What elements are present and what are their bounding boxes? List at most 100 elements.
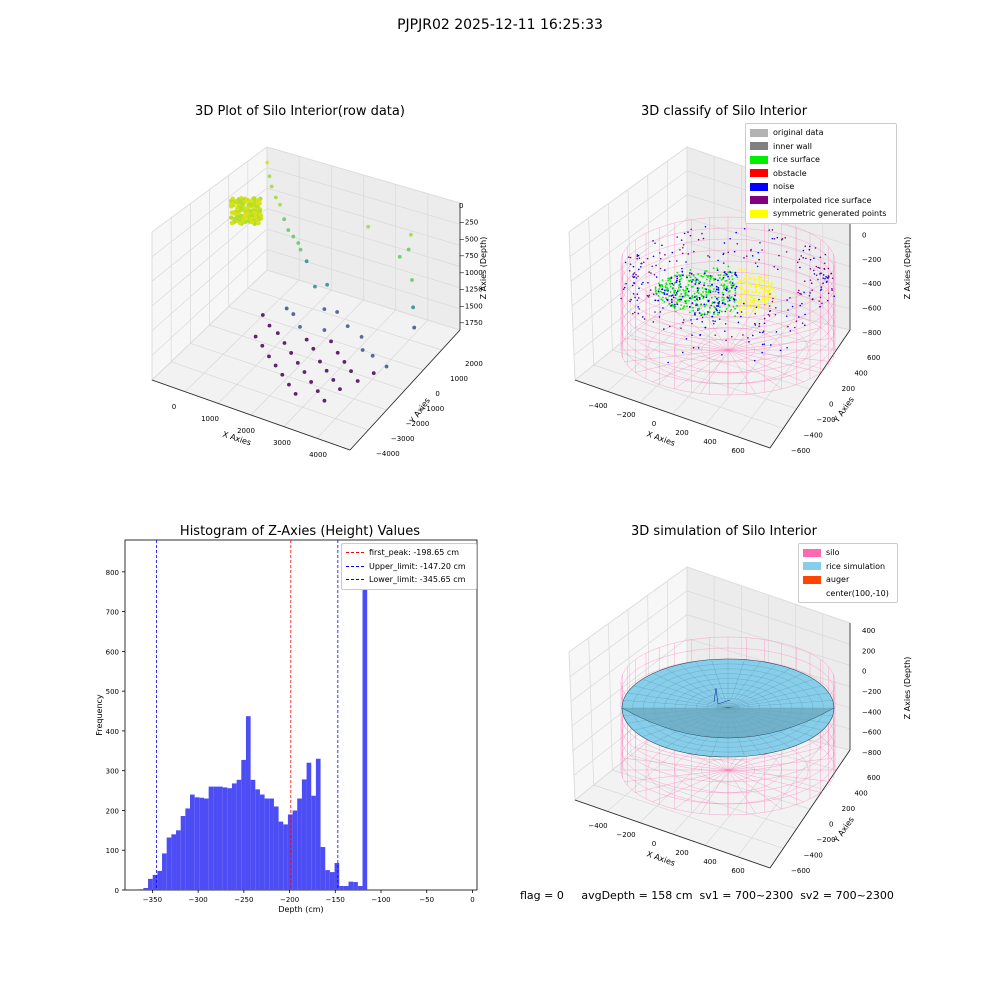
p2-stray-point: [685, 337, 688, 340]
p2-surface-point: [673, 291, 676, 294]
p2-surface-point: [684, 302, 687, 304]
p2-surface-point: [666, 293, 669, 296]
p2-surface-point: [701, 295, 704, 297]
p1-cluster-point: [249, 213, 255, 218]
p2-surface-point: [717, 286, 720, 289]
p2-surface-point: [679, 295, 681, 298]
p4-silo-spoke: [624, 758, 729, 771]
p2-surface-point: [728, 290, 731, 293]
p2-noise-point: [771, 300, 774, 303]
p2-noise-point: [802, 249, 805, 252]
p2-surface-point: [752, 299, 755, 302]
p2-noise-point: [802, 256, 805, 259]
p2-noise-point: [648, 294, 650, 297]
p2-legend-label: obstacle: [773, 168, 807, 178]
p2-legend-label: symmetric generated points: [773, 209, 887, 219]
p2-stray-point: [770, 344, 772, 346]
p2-surface-point: [758, 281, 761, 283]
p2-silo-spoke: [635, 349, 729, 373]
p2-surface-point: [681, 295, 684, 298]
p3-histogram-bar: [264, 798, 270, 890]
p2-surface-point: [667, 288, 669, 290]
p2-surface-point: [738, 268, 741, 271]
p1-cluster-point: [242, 214, 248, 220]
p2-z-tick-label: −600: [862, 305, 881, 313]
p2-surface-point: [680, 277, 683, 280]
p2-y-tick-label: −400: [804, 432, 823, 440]
p2-surface-point: [730, 271, 733, 274]
p4-grid-line: [607, 623, 613, 771]
p2-surface-point: [666, 292, 668, 295]
p2-surface-point: [764, 296, 766, 299]
p2-noise-point: [725, 339, 727, 342]
p1-cluster-point: [254, 210, 260, 216]
p4-mesh-ring: [717, 702, 739, 714]
p2-surface-point: [685, 287, 688, 290]
p1-scatter-point: [284, 306, 289, 311]
p2-surface-point: [746, 301, 749, 304]
p2-surface-point: [760, 286, 763, 289]
p2-noise-point: [823, 267, 826, 270]
p4-silo-floor-ring: [674, 747, 782, 793]
p2-noise-point: [708, 256, 711, 258]
p1-y-tick-label: −4000: [376, 450, 400, 458]
p2-surface-point: [711, 284, 713, 287]
p4-grid-line: [666, 581, 669, 726]
p3-histogram-bar: [283, 824, 288, 890]
p2-noise-point: [620, 297, 622, 300]
p2-surface-point: [706, 313, 709, 316]
p2-x-tick-label: 200: [675, 429, 688, 437]
p2-noise-point: [639, 266, 642, 268]
p2-z-tick-label: −800: [862, 329, 881, 337]
p2-surface-point: [688, 311, 691, 314]
p2-surface-point: [705, 296, 708, 299]
p3-histogram-bar: [250, 779, 256, 890]
p2-surface-point: [688, 279, 690, 282]
p2-surface-point: [745, 288, 747, 291]
p1-scatter-point: [298, 247, 303, 252]
panel4-legend: silo rice simulation auger center(100,-10): [798, 543, 898, 603]
p2-surface-point: [712, 267, 715, 270]
p1-cluster-point: [249, 214, 255, 219]
p2-surface-point: [754, 306, 757, 309]
p2-surface-point: [698, 308, 701, 311]
p2-surface-point: [678, 280, 681, 283]
p2-surface-point: [684, 289, 687, 292]
p2-noise-point: [757, 251, 760, 254]
p1-y-tick-label: 2000: [465, 360, 483, 368]
p1-cluster-point: [252, 211, 258, 216]
p2-legend-label: noise: [773, 182, 795, 192]
p3-histogram-bar: [241, 759, 246, 890]
p2-surface-point: [669, 282, 672, 285]
p1-x-tick-label: 1000: [201, 415, 219, 423]
p1-cluster-point: [249, 202, 254, 208]
p1-cluster-point: [230, 202, 235, 207]
p2-surface-point: [739, 280, 741, 282]
p2-surface-point: [738, 306, 741, 309]
p2-surface-point: [676, 275, 678, 278]
p1-cluster-point: [237, 220, 243, 226]
p1-cluster-point: [237, 217, 242, 223]
p2-noise-point: [631, 284, 634, 287]
p2-surface-point: [755, 290, 758, 293]
p2-surface-point: [688, 272, 691, 274]
p2-surface-point: [738, 293, 741, 296]
p2-surface-point: [726, 285, 728, 288]
p4-mesh-spoke: [695, 707, 729, 755]
p2-surface-point: [712, 313, 715, 315]
p4-legend-item: rice simulation: [803, 560, 893, 574]
p2-surface-point: [745, 276, 748, 279]
p2-stray-point: [785, 315, 788, 317]
p1-cluster-point: [254, 217, 260, 223]
p2-noise-point: [769, 310, 772, 312]
p2-noise-point: [712, 322, 715, 325]
p2-surface-point: [734, 287, 737, 290]
p1-cluster-point: [243, 209, 248, 215]
p2-noise-point: [687, 253, 690, 255]
p2-surface-point: [666, 286, 668, 289]
p1-cluster-point: [235, 200, 241, 206]
p2-surface-point: [684, 293, 687, 296]
p2-legend-item: noise: [750, 180, 892, 194]
p1-cluster-point: [246, 218, 251, 223]
p2-surface-point: [754, 291, 757, 294]
